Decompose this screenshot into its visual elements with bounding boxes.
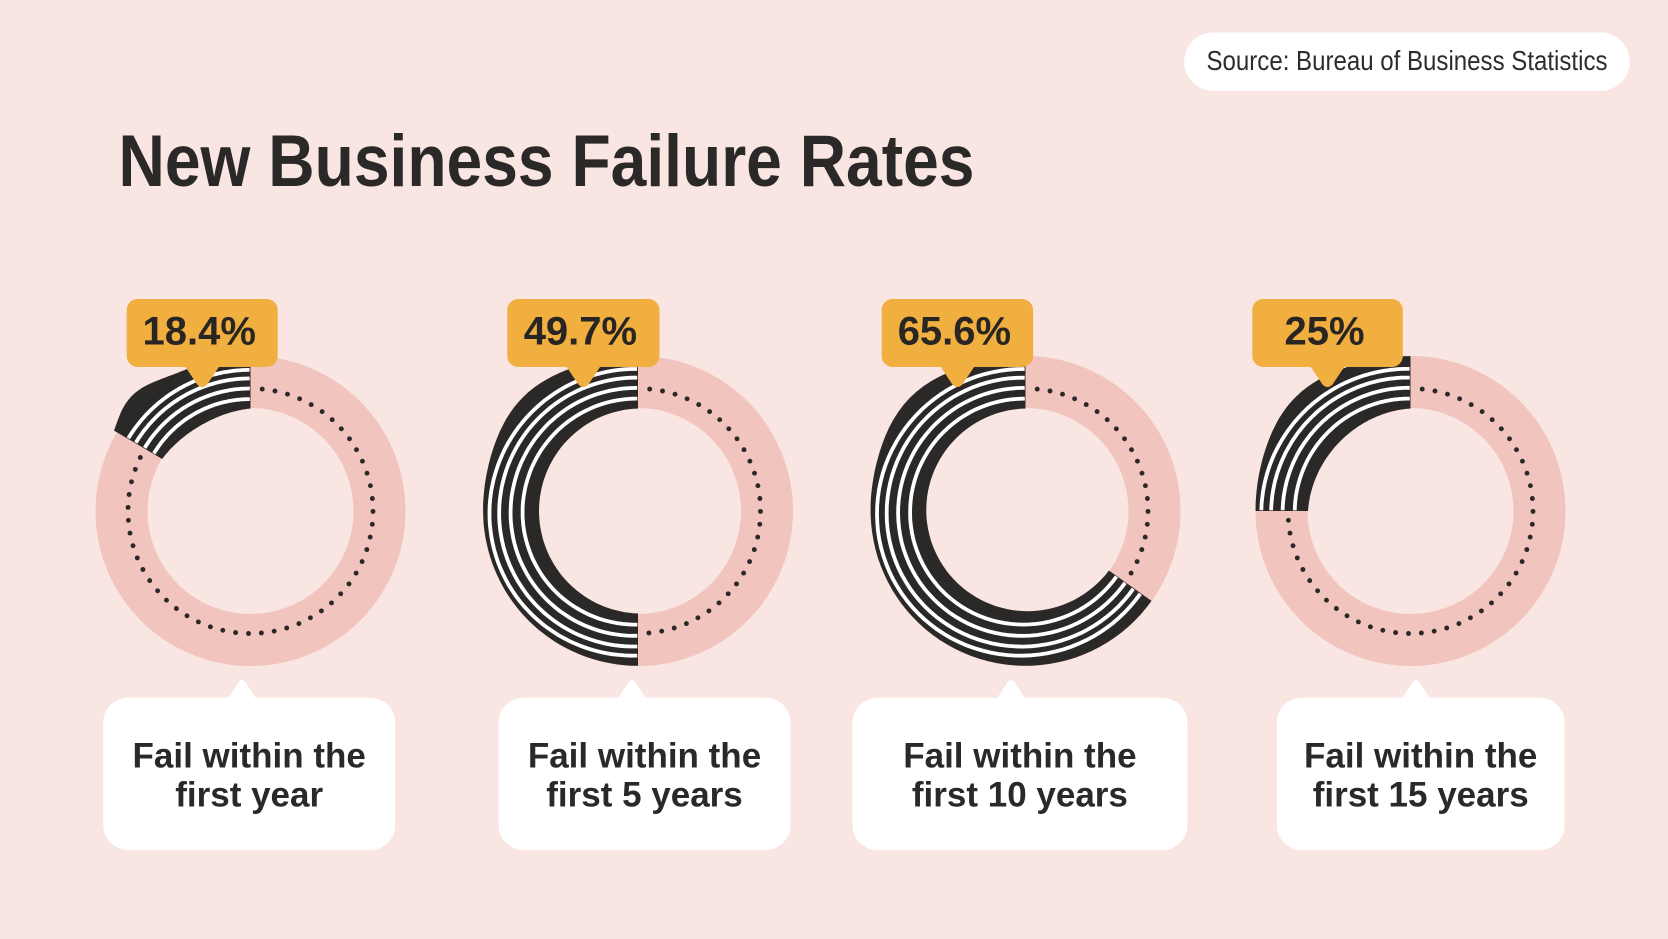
svg-text:Fail within the: Fail within the	[133, 737, 366, 776]
svg-text:18.4%: 18.4%	[142, 310, 255, 354]
svg-text:New Business Failure Rates: New Business Failure Rates	[119, 121, 975, 202]
svg-text:first 15 years: first 15 years	[1313, 776, 1529, 815]
svg-text:first 5 years: first 5 years	[546, 776, 743, 815]
svg-text:25%: 25%	[1284, 310, 1364, 354]
svg-text:65.6%: 65.6%	[898, 310, 1011, 354]
svg-text:Fail within the: Fail within the	[528, 737, 761, 776]
svg-text:Source: Bureau of Business Sta: Source: Bureau of Business Statistics	[1207, 45, 1608, 76]
svg-text:first year: first year	[175, 776, 323, 815]
svg-text:Fail within the: Fail within the	[903, 737, 1136, 776]
svg-text:Fail within the: Fail within the	[1304, 737, 1537, 776]
svg-text:first 10 years: first 10 years	[912, 776, 1128, 815]
svg-text:49.7%: 49.7%	[524, 310, 637, 354]
